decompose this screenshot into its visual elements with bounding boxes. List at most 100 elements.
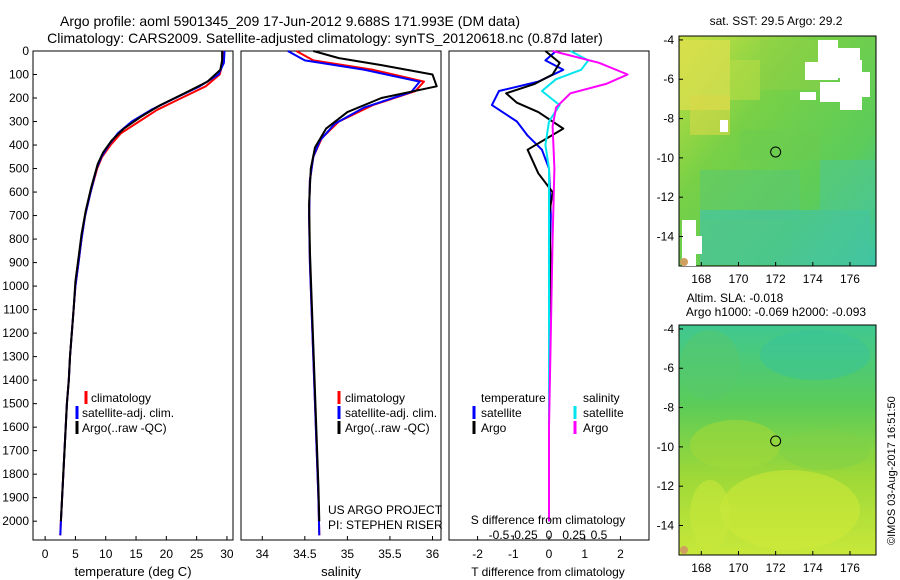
salinity-panel: 34 34.5 35 35.5 36 salinity climatology sate… (240, 50, 443, 579)
t-diff-tick-label: 1 (581, 547, 588, 561)
depth-tick-label: 1400 (2, 373, 29, 387)
map-lon-label: 174 (803, 272, 823, 286)
temperature-legend: climatology satellite-adj. clim. Argo(..… (75, 391, 174, 435)
s-diff-tick-label: -0.25 (510, 528, 538, 542)
sst-cloud-gap (800, 92, 816, 100)
temperature-tick-label: 5 (72, 547, 79, 561)
sst-patch (740, 130, 820, 160)
legend-salinity-argo: Argo (583, 421, 609, 435)
sst-cloud-gap (855, 72, 870, 97)
salinity-axes (240, 50, 442, 541)
sst-patch (700, 210, 870, 265)
salinity-profile-series-2 (308, 50, 438, 522)
header-line-2: Climatology: CARS2009. Satellite-adjuste… (47, 30, 603, 46)
sla-patch (690, 480, 730, 550)
project-line-2: PI: STEPHEN RISER (328, 518, 443, 532)
sst-title: sat. SST: 29.5 Argo: 29.2 (710, 14, 843, 28)
depth-tick-label: 1000 (2, 279, 29, 293)
map-lon-label: 176 (840, 272, 860, 286)
depth-tick-label: 600 (9, 185, 29, 199)
sst-cloud-gap (805, 62, 821, 80)
depth-tick-label: 900 (9, 256, 29, 270)
s-diff-tick-label: -0.5 (489, 528, 510, 542)
t-diff-tick-label: -1 (508, 547, 519, 561)
depth-tick-label: 0 (22, 44, 29, 58)
legend-temperature-argo: Argo (481, 421, 507, 435)
sla-map-panel: Altim. SLA: -0.018 Argo h1000: -0.069 h2… (657, 291, 877, 575)
difference-profile-series-3 (548, 50, 629, 522)
map-lat-label: -14 (657, 230, 675, 244)
sla-patch (690, 420, 780, 470)
depth-tick-label: 2000 (2, 514, 29, 528)
map-lat-label: -4 (663, 33, 674, 47)
temperature-legend-satellite: satellite-adj. clim. (82, 406, 174, 420)
depth-tick-label: 1100 (3, 303, 29, 317)
map-lon-label: 170 (728, 272, 748, 286)
sst-cloud-gap (720, 120, 728, 132)
s-diff-tick-label: 0.25 (562, 528, 586, 542)
salinity-tick-label: 36 (426, 547, 440, 561)
s-diff-tick-label: 0.5 (591, 528, 608, 542)
sla-title-2: Argo h1000: -0.069 h2000: -0.093 (686, 305, 866, 319)
side-stamp: ©IMOS 03-Aug-2017 16:51:50 (886, 396, 898, 545)
s-diff-tick-label: 0 (546, 528, 553, 542)
map-lon-label: 168 (691, 561, 711, 575)
depth-tick-label: 1600 (2, 420, 29, 434)
s-difference-label: S difference from climatology (471, 513, 626, 527)
sla-title-1: Altim. SLA: -0.018 (687, 291, 784, 305)
map-lat-label: -12 (657, 479, 675, 493)
difference-panel: -2 -1 0 1 2 -0.5 -0.25 0 0.25 0.5 temperature sal… (448, 50, 650, 579)
salinity-legend-argo: Argo(..raw -QC) (345, 421, 430, 435)
depth-tick-label: 100 (9, 68, 29, 82)
difference-profile-series-2 (540, 50, 590, 522)
salinity-tick-label: 35 (341, 547, 355, 561)
temperature-tick-label: 10 (99, 547, 113, 561)
map-lon-label: 174 (803, 561, 823, 575)
map-lat-label: -14 (657, 519, 675, 533)
map-lon-label: 170 (728, 561, 748, 575)
depth-tick-label: 1500 (2, 397, 29, 411)
salinity-legend: climatology satellite-adj. clim. Argo(..… (337, 391, 437, 435)
map-lat-label: -6 (663, 72, 674, 86)
sla-patch (680, 330, 740, 400)
depth-tick-label: 800 (9, 232, 29, 246)
map-lat-label: -8 (663, 401, 674, 415)
map-lat-label: -10 (657, 151, 675, 165)
depth-tick-label: 300 (9, 115, 29, 129)
temperature-axes (32, 50, 234, 541)
depth-tick-label: 500 (9, 162, 29, 176)
depth-tick-label: 1300 (2, 350, 29, 364)
map-lon-label: 172 (766, 561, 786, 575)
sst-patch (820, 160, 875, 210)
temperature-tick-label: 15 (129, 547, 143, 561)
header-line-1: Argo profile: aoml 5901345_209 17-Jun-20… (60, 13, 520, 29)
sst-cloud-gap (696, 236, 702, 254)
map-lon-label: 176 (840, 561, 860, 575)
t-diff-tick-label: 2 (617, 547, 624, 561)
temperature-tick-label: 0 (42, 547, 49, 561)
island (680, 258, 688, 266)
argo-location-marker (770, 435, 782, 447)
salinity-tick-label: 34.5 (293, 547, 317, 561)
temperature-tick-label: 20 (160, 547, 174, 561)
temperature-legend-climatology: climatology (91, 391, 151, 405)
t-diff-tick-label: 0 (546, 547, 553, 561)
salinity-legend-satellite: satellite-adj. clim. (345, 406, 437, 420)
argo-location-marker (770, 146, 782, 158)
salinity-legend-climatology: climatology (345, 391, 405, 405)
depth-tick-label: 200 (9, 91, 29, 105)
legend-header-salinity: salinity (583, 391, 620, 405)
temperature-tick-label: 25 (190, 547, 204, 561)
sst-cloud-gap (682, 220, 696, 266)
sst-map-panel: sat. SST: 29.5 Argo: 29.2 168 170 172 174 17… (657, 14, 877, 286)
salinity-tick-label: 35.5 (378, 547, 402, 561)
project-line-1: US ARGO PROJECT (328, 503, 443, 517)
t-difference-label: T difference from climatology (471, 565, 625, 579)
depth-tick-label: 1800 (2, 467, 29, 481)
legend-temperature-satellite: satellite (481, 406, 522, 420)
sst-patch (730, 60, 760, 100)
salinity-tick-label: 34 (256, 547, 270, 561)
island (680, 546, 688, 554)
temperature-panel: 0100200300400500600700800900100011001200… (2, 44, 453, 579)
temperature-tick-label: 30 (220, 547, 234, 561)
